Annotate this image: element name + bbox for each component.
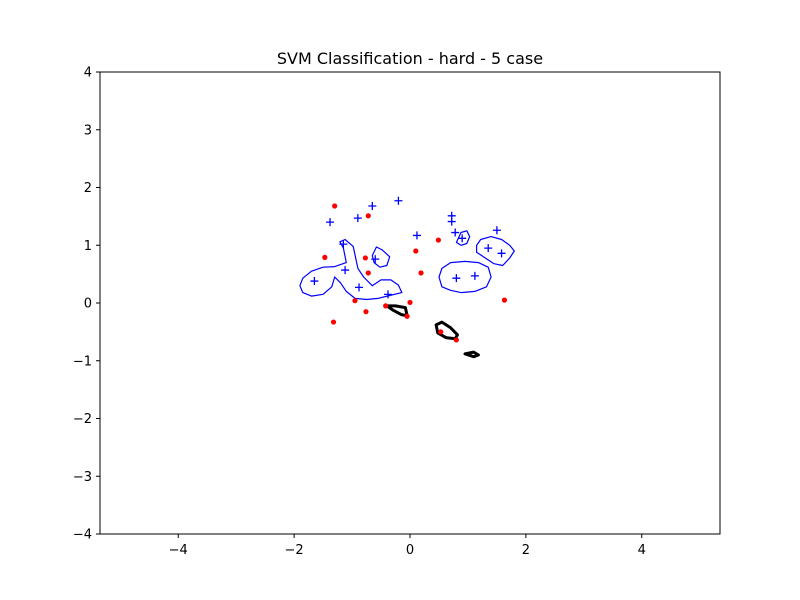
dot-point-13 (330, 319, 337, 325)
plus-point-8 (492, 226, 501, 235)
x-tick-label: 4 (638, 543, 646, 558)
dot-point-16 (453, 337, 459, 343)
x-tick-label: 2 (522, 543, 530, 558)
plus-point-5 (447, 217, 456, 226)
blue-contour-4 (438, 260, 492, 294)
plus-point-12 (484, 244, 493, 253)
dot-point-2 (322, 254, 328, 260)
y-tick-label: 3 (84, 123, 92, 138)
plot-area (299, 196, 515, 359)
y-axis-ticks: −4 −3 −2 −1 0 1 2 3 4 (73, 66, 100, 543)
plus-point-16 (355, 283, 364, 292)
black-contour-7 (463, 350, 480, 359)
y-tick-label: −3 (73, 470, 92, 485)
dot-point-4 (365, 270, 371, 276)
blue-contour-3 (476, 236, 515, 267)
x-tick-label: 0 (406, 543, 414, 558)
dot-point-15 (438, 329, 444, 335)
blue-contour-2 (455, 230, 471, 246)
plus-point-15 (341, 266, 350, 275)
dot-point-5 (413, 248, 419, 254)
plus-point-17 (452, 274, 461, 283)
plus-point-0 (326, 218, 335, 227)
x-axis-ticks: −4 −2 0 2 4 (169, 534, 646, 558)
chart-title: SVM Classification - hard - 5 case (277, 49, 543, 68)
data-points (310, 196, 508, 343)
dot-point-8 (352, 298, 358, 304)
dot-point-6 (435, 237, 441, 243)
plus-point-10 (339, 240, 348, 249)
dot-point-12 (407, 299, 413, 306)
plus-point-19 (383, 290, 392, 299)
blue-contour-0 (299, 238, 403, 301)
dot-point-10 (363, 309, 369, 315)
y-tick-label: −1 (73, 354, 92, 369)
dot-point-9 (383, 303, 389, 309)
plus-point-9 (412, 231, 421, 240)
y-tick-label: 1 (84, 239, 92, 254)
y-tick-label: −4 (73, 528, 92, 543)
plus-point-2 (368, 201, 377, 210)
dot-point-14 (501, 297, 508, 303)
x-tick-label: −2 (285, 543, 304, 558)
plus-point-11 (371, 255, 380, 264)
plus-point-3 (394, 196, 403, 205)
dot-point-0 (332, 203, 338, 209)
blue-contour-1 (371, 246, 391, 268)
y-tick-label: 4 (84, 66, 92, 81)
plus-point-18 (470, 271, 479, 280)
dot-point-1 (365, 213, 371, 219)
plus-point-14 (310, 277, 319, 286)
x-tick-label: −4 (169, 543, 188, 558)
dot-point-7 (418, 270, 424, 276)
dot-point-11 (404, 313, 410, 319)
plus-point-7 (458, 234, 467, 243)
plus-point-6 (451, 228, 460, 237)
y-tick-label: 2 (84, 181, 92, 196)
dot-point-3 (362, 255, 368, 261)
axes: −4 −2 0 2 4 −4 −3 −2 −1 0 1 2 3 4 (73, 66, 721, 558)
y-tick-label: −2 (73, 412, 92, 427)
plus-point-13 (497, 249, 506, 258)
y-tick-label: 0 (84, 297, 92, 312)
plus-point-1 (353, 214, 362, 223)
